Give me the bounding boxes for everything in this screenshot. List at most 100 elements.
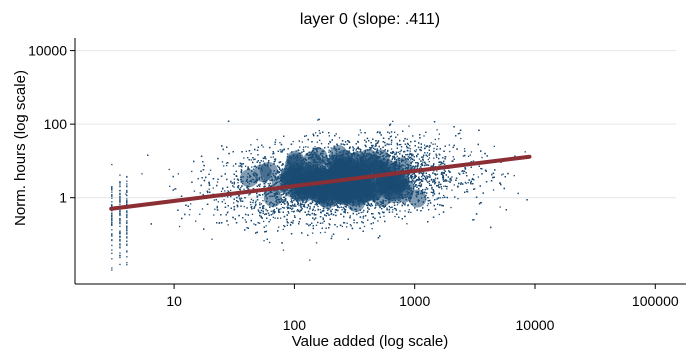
chart-title: layer 0 (slope: .411) — [300, 11, 440, 28]
data-point — [407, 143, 410, 146]
data-point — [301, 141, 303, 143]
data-point — [470, 151, 473, 153]
data-point — [290, 198, 292, 200]
data-point — [453, 184, 455, 186]
data-point — [329, 208, 331, 210]
data-point — [426, 188, 428, 190]
data-point — [331, 235, 333, 237]
data-point — [227, 224, 229, 226]
data-point — [289, 223, 292, 226]
data-point — [358, 134, 360, 136]
data-point — [257, 209, 259, 211]
data-point — [418, 158, 421, 160]
data-point — [237, 182, 239, 184]
data-point — [398, 144, 401, 146]
data-point — [188, 214, 191, 216]
data-point — [391, 211, 394, 213]
data-point — [411, 173, 413, 176]
data-point — [281, 206, 284, 209]
data-point — [451, 176, 453, 178]
data-point — [216, 181, 219, 183]
data-point — [341, 209, 343, 211]
data-point — [440, 173, 443, 175]
data-point — [492, 189, 495, 191]
data-point — [502, 173, 504, 175]
scatter-points — [111, 118, 528, 271]
data-point — [282, 201, 285, 203]
data-point — [360, 132, 362, 134]
data-point — [413, 150, 416, 152]
data-point — [250, 153, 252, 155]
data-point — [223, 165, 225, 167]
data-point — [450, 206, 452, 209]
data-point — [433, 147, 435, 150]
data-point — [230, 189, 232, 192]
data-point — [438, 153, 440, 155]
data-point — [253, 158, 255, 161]
data-point — [432, 143, 434, 145]
data-point — [288, 212, 290, 214]
data-point — [329, 140, 331, 143]
data-point — [304, 206, 306, 208]
data-point — [457, 198, 459, 200]
data-point — [283, 192, 285, 194]
data-point — [302, 205, 304, 208]
data-point — [263, 220, 265, 223]
data-point — [394, 131, 396, 133]
data-point — [341, 225, 343, 228]
data-point — [265, 225, 267, 227]
data-point — [308, 205, 310, 207]
data-point — [222, 188, 224, 190]
data-point — [272, 213, 274, 215]
data-point — [429, 175, 431, 177]
data-point — [414, 180, 416, 182]
data-point — [243, 157, 245, 159]
data-point — [317, 119, 319, 121]
data-point — [214, 208, 216, 210]
data-point — [427, 158, 429, 161]
data-point — [280, 203, 282, 205]
data-point — [392, 157, 394, 159]
data-point — [201, 208, 204, 210]
data-point — [273, 158, 276, 161]
data-point — [360, 211, 362, 214]
data-point — [392, 120, 394, 122]
data-point — [282, 168, 284, 170]
data-point — [312, 209, 314, 211]
data-point — [260, 216, 262, 219]
data-point — [291, 205, 293, 208]
data-point — [387, 150, 389, 152]
data-point — [293, 200, 295, 202]
data-point — [418, 182, 421, 184]
data-point — [262, 160, 264, 162]
data-point — [278, 166, 280, 168]
data-point — [446, 186, 448, 188]
data-point — [473, 174, 475, 176]
data-point — [213, 199, 215, 201]
data-point — [425, 162, 427, 165]
data-point — [211, 238, 213, 240]
data-point — [467, 155, 470, 157]
data-point — [279, 142, 281, 144]
data-point — [388, 132, 391, 134]
data-point — [324, 231, 326, 233]
data-point — [322, 222, 324, 224]
data-point — [408, 147, 410, 149]
data-point — [224, 202, 226, 204]
data-point — [430, 142, 432, 144]
data-point — [426, 204, 429, 207]
data-point — [251, 213, 254, 215]
data-point — [350, 225, 352, 227]
data-point — [449, 178, 451, 180]
data-point — [390, 141, 393, 143]
data-point — [513, 175, 515, 177]
data-point — [463, 148, 466, 150]
data-point — [466, 190, 468, 193]
data-point — [259, 202, 261, 204]
data-point — [349, 224, 352, 226]
data-point — [472, 219, 474, 221]
data-point — [272, 156, 274, 158]
data-point — [279, 149, 281, 151]
data-point — [291, 204, 293, 207]
